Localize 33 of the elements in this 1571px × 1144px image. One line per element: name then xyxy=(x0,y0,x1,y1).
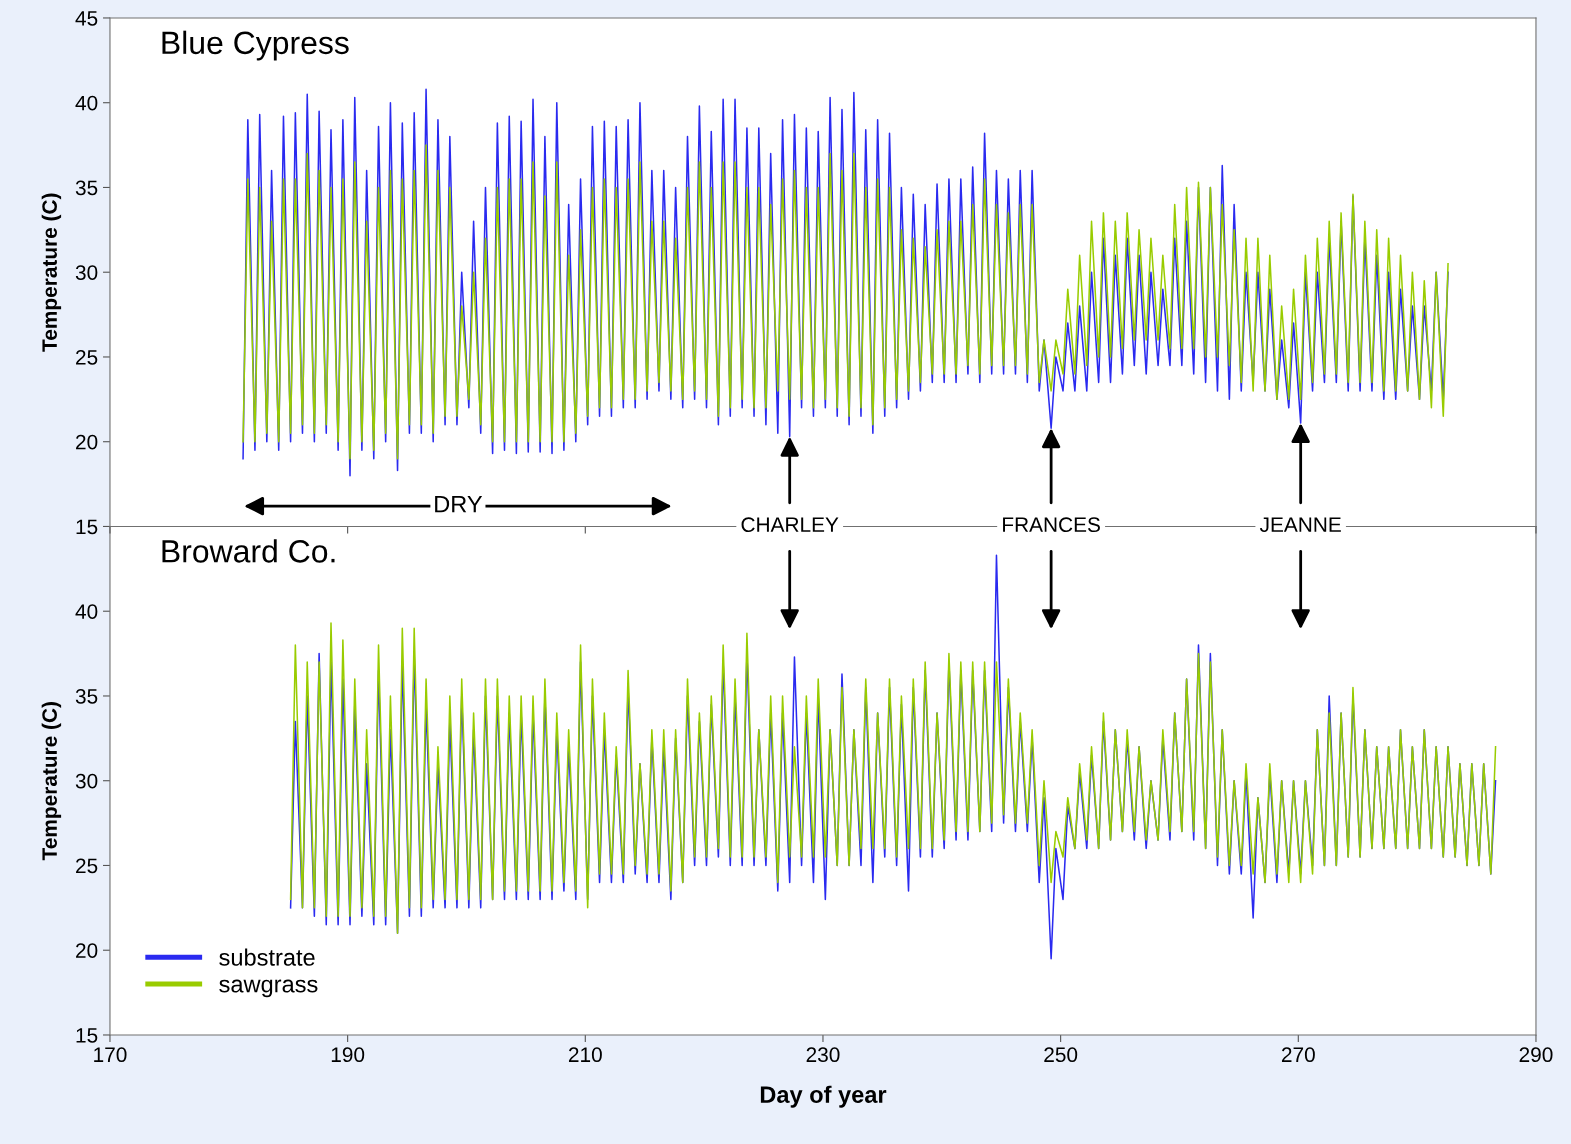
y-tick-label: 30 xyxy=(75,265,98,280)
x-tick-label: 190 xyxy=(331,1047,365,1063)
annotation: CHARLEY xyxy=(741,517,839,533)
line-series xyxy=(289,622,1497,935)
x-tick-label: 250 xyxy=(1044,1047,1078,1063)
y-tick-label: 40 xyxy=(75,604,98,619)
y-tick-label: 25 xyxy=(76,349,98,365)
y-tick-label: 30 xyxy=(75,773,98,789)
x-tick-label: 290 xyxy=(1519,1047,1553,1063)
x-tick-label: 270 xyxy=(1281,1047,1315,1063)
y-axis-title: Temperature (C) xyxy=(41,702,62,861)
annotation: FRANCES xyxy=(1003,517,1100,533)
x-tick-label: 210 xyxy=(568,1047,602,1063)
y-tick-label: 35 xyxy=(75,688,98,704)
x-tick-label: 230 xyxy=(806,1047,840,1063)
line-series xyxy=(242,144,1449,460)
y-tick-label: 35 xyxy=(75,180,98,196)
legend-label: substrate xyxy=(219,948,315,966)
y-tick-label: 25 xyxy=(76,858,98,874)
y-tick-label: 45 xyxy=(75,11,98,26)
x-tick-label: 170 xyxy=(94,1047,127,1063)
annotation: DRY xyxy=(435,495,483,513)
x-axis-title: Day of year xyxy=(760,1085,887,1108)
y-tick-label: 40 xyxy=(75,95,98,111)
annotation: JEANNE xyxy=(1259,517,1341,533)
chart-title: Blue Cypress xyxy=(162,30,349,61)
y-tick-label: 15 xyxy=(76,519,98,535)
legend-label: sawgrass xyxy=(219,979,318,998)
y-tick-label: 20 xyxy=(76,943,98,958)
y-axis-title: Temperature (C) xyxy=(41,193,62,352)
y-tick-label: 20 xyxy=(76,434,98,450)
y-tick-label: 15 xyxy=(76,1028,98,1043)
chart-title: Broward Co. xyxy=(162,539,335,563)
